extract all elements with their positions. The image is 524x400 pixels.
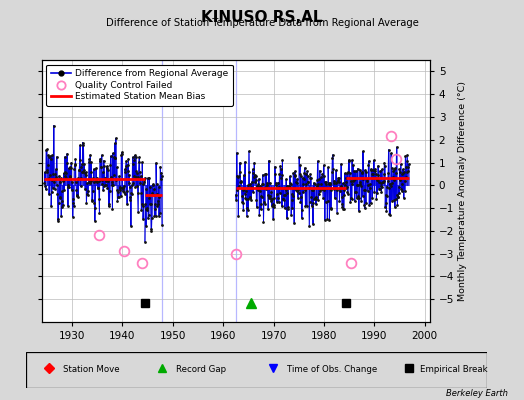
Text: Station Move: Station Move: [63, 365, 119, 374]
Text: KINUSO RS,AL: KINUSO RS,AL: [201, 10, 323, 25]
Y-axis label: Monthly Temperature Anomaly Difference (°C): Monthly Temperature Anomaly Difference (…: [458, 81, 467, 301]
Text: Difference of Station Temperature Data from Regional Average: Difference of Station Temperature Data f…: [105, 18, 419, 28]
Text: Berkeley Earth: Berkeley Earth: [446, 389, 508, 398]
Text: Time of Obs. Change: Time of Obs. Change: [287, 365, 377, 374]
Text: Record Gap: Record Gap: [176, 365, 226, 374]
Legend: Difference from Regional Average, Quality Control Failed, Estimated Station Mean: Difference from Regional Average, Qualit…: [47, 64, 233, 106]
Text: Empirical Break: Empirical Break: [420, 365, 488, 374]
